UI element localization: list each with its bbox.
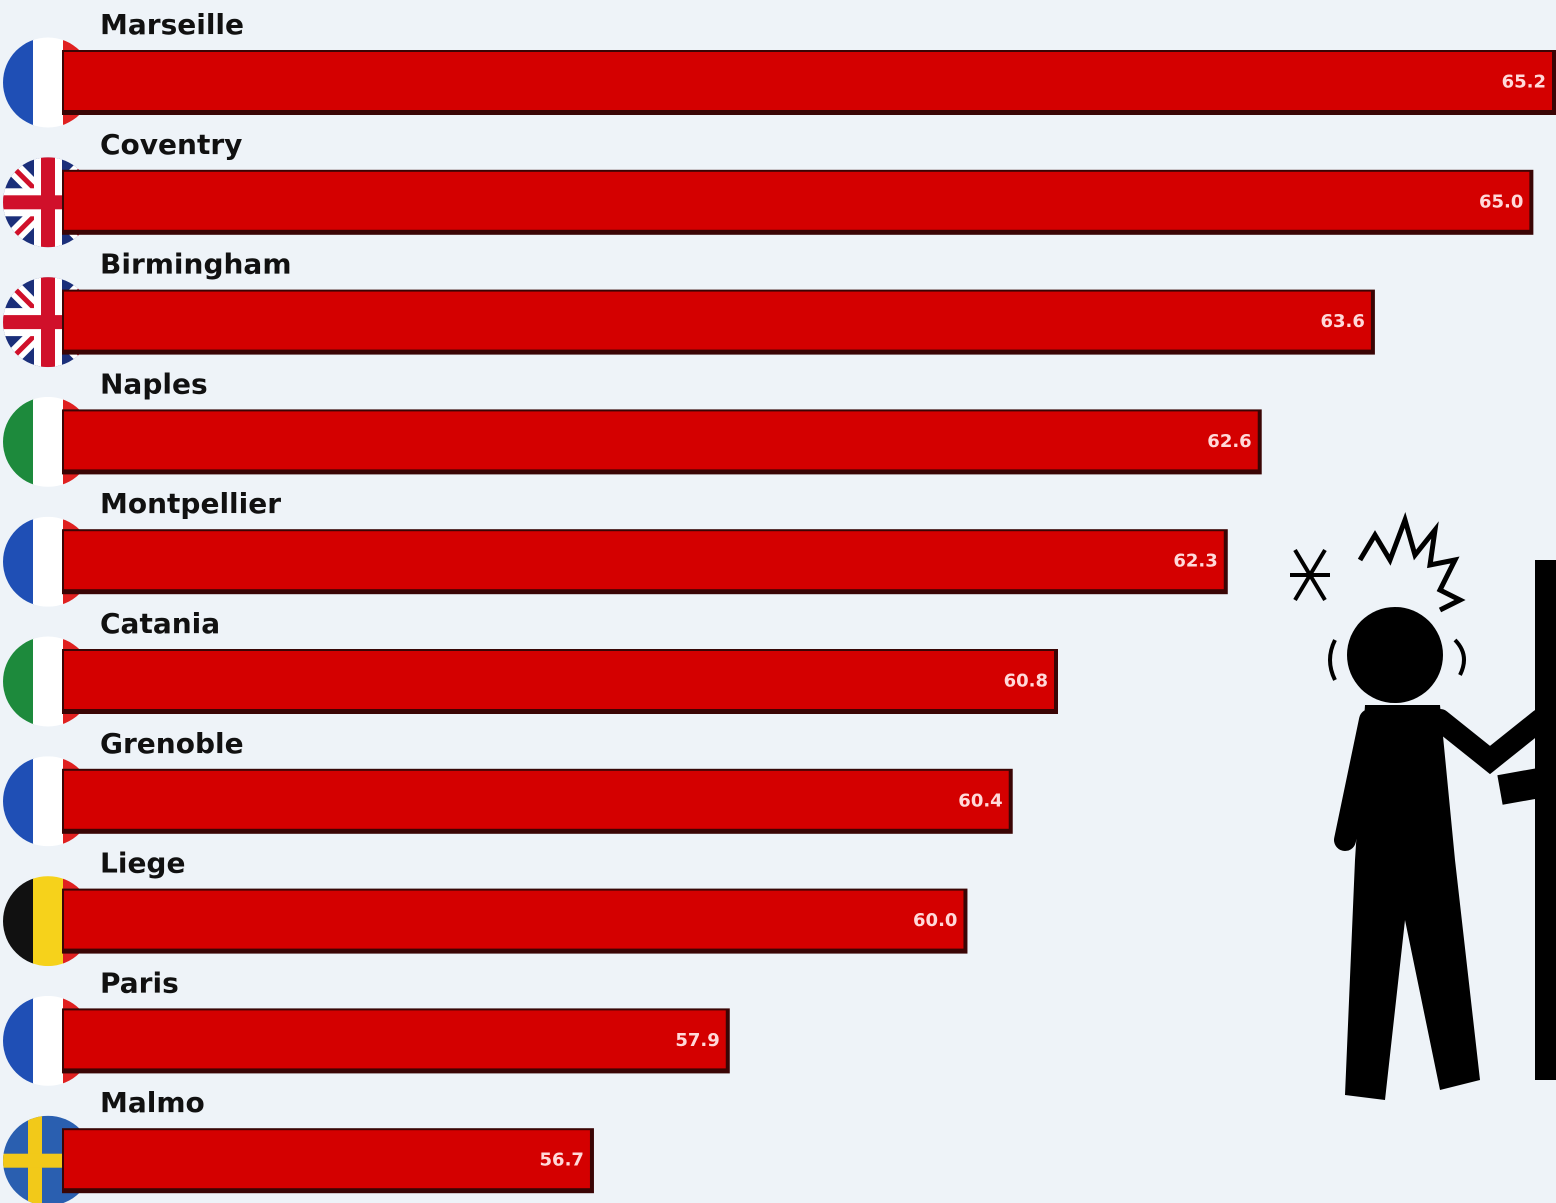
- flag-stripe: [33, 995, 64, 1086]
- category-label: Marseille: [100, 8, 244, 41]
- bar: [64, 1130, 590, 1189]
- value-label: 65.0: [1479, 191, 1523, 212]
- flag-stripe: [33, 636, 64, 727]
- flag-stripe: [33, 756, 64, 847]
- bar: [64, 52, 1552, 110]
- flag-stripe: [33, 37, 64, 128]
- flag-stripe: [33, 396, 64, 487]
- value-label: 65.2: [1502, 72, 1546, 93]
- flag-stripe: [33, 516, 64, 607]
- value-label: 63.6: [1320, 311, 1364, 332]
- bar: [64, 171, 1530, 230]
- value-label: 62.6: [1207, 431, 1251, 452]
- bar: [64, 1010, 726, 1069]
- category-label: Paris: [100, 966, 179, 999]
- bar: [64, 411, 1258, 470]
- bar: [64, 770, 1009, 829]
- category-label: Grenoble: [100, 727, 244, 760]
- flag-stripe: [33, 876, 64, 967]
- value-label: 57.9: [675, 1030, 719, 1051]
- category-label: Montpellier: [100, 487, 281, 520]
- bar: [64, 531, 1224, 590]
- category-label: Liege: [100, 847, 185, 880]
- value-label: 56.7: [540, 1150, 584, 1171]
- bar: [64, 291, 1371, 350]
- value-label: 60.4: [958, 790, 1002, 811]
- value-label: 62.3: [1173, 551, 1217, 572]
- illustration: [1290, 512, 1556, 1100]
- value-label: 60.0: [913, 910, 957, 931]
- value-label: 60.8: [1004, 671, 1048, 692]
- category-label: Coventry: [100, 128, 242, 161]
- category-label: Catania: [100, 607, 220, 640]
- bar: [64, 651, 1054, 709]
- category-label: Birmingham: [100, 248, 292, 281]
- bar: [64, 890, 964, 949]
- category-label: Malmo: [100, 1086, 205, 1119]
- flag: [3, 157, 93, 248]
- category-label: Naples: [100, 367, 208, 400]
